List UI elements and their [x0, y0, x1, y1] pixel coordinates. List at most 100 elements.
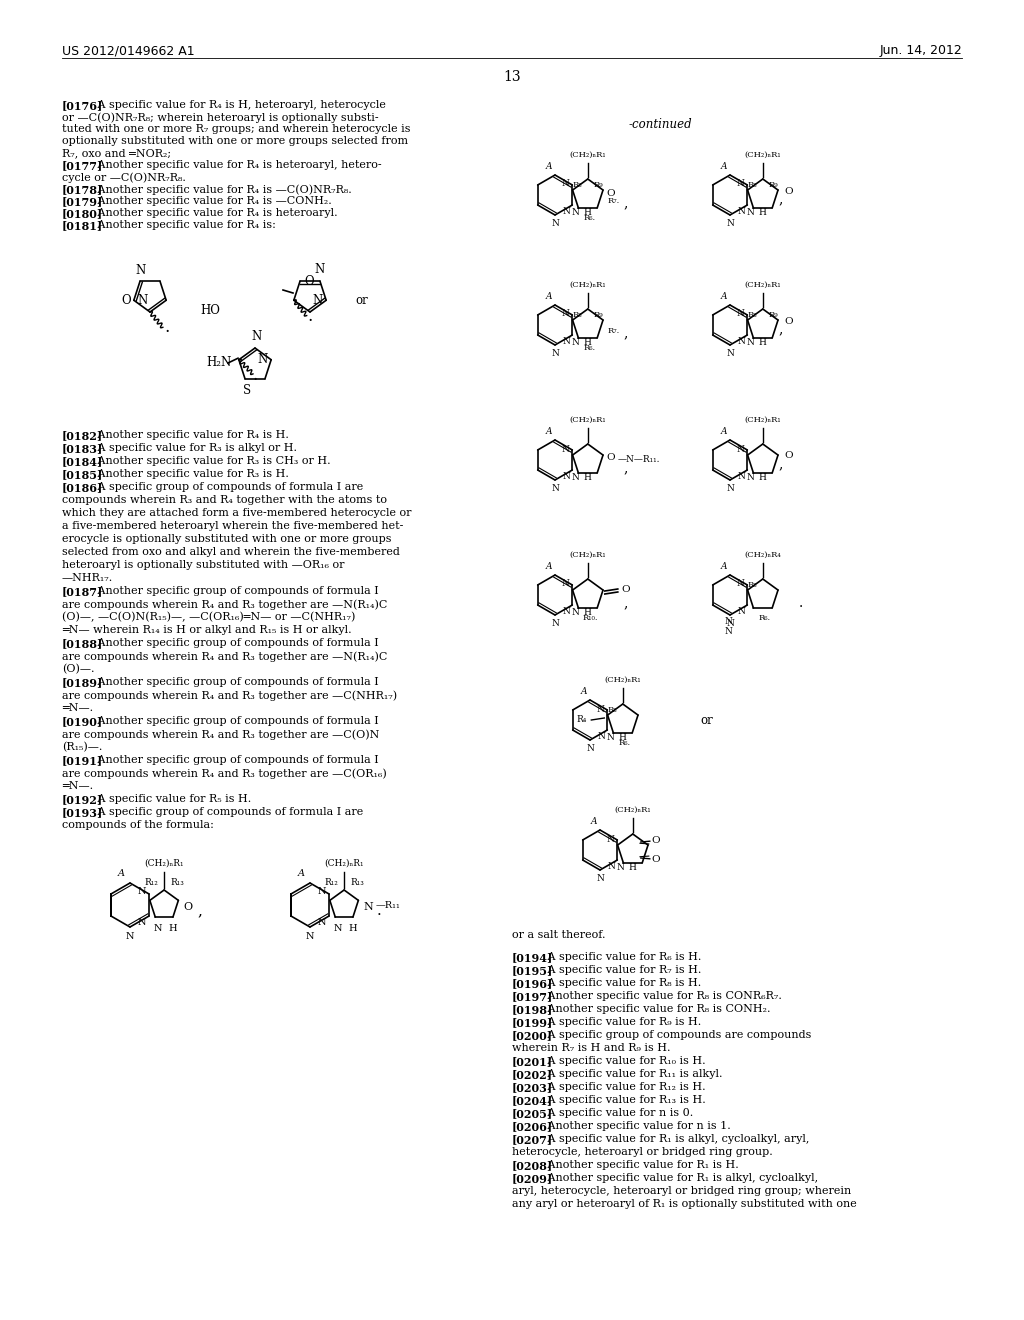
- Text: Another specific value for n is 1.: Another specific value for n is 1.: [537, 1121, 731, 1131]
- Text: ═N—.: ═N—.: [62, 704, 93, 713]
- Text: .: .: [377, 904, 382, 917]
- Text: N: N: [312, 294, 323, 306]
- Text: N: N: [746, 473, 755, 482]
- Text: H: H: [759, 209, 767, 216]
- Text: H: H: [584, 209, 592, 216]
- Text: N: N: [562, 607, 570, 616]
- Text: R₈: R₈: [607, 706, 616, 714]
- Text: O: O: [607, 454, 615, 462]
- Text: (O)—, —C(O)N(R₁₅)—, —C(OR₁₆)═N— or —C(NHR₁₇): (O)—, —C(O)N(R₁₅)—, —C(OR₁₆)═N— or —C(NH…: [62, 612, 355, 622]
- Text: N: N: [561, 579, 569, 589]
- Text: N: N: [736, 309, 744, 318]
- Text: wherein R₇ is H and R₉ is H.: wherein R₇ is H and R₉ is H.: [512, 1043, 671, 1053]
- Text: are compounds wherein R₄ and R₃ together are —C(NHR₁₇): are compounds wherein R₄ and R₃ together…: [62, 690, 397, 701]
- Text: R₆.: R₆.: [759, 614, 771, 622]
- Text: N: N: [551, 619, 559, 628]
- Text: [0196]: [0196]: [512, 978, 553, 989]
- Text: A specific value for R₆ is H.: A specific value for R₆ is H.: [537, 952, 701, 962]
- Text: ,: ,: [778, 457, 782, 471]
- Text: A specific value for R₈ is H.: A specific value for R₈ is H.: [537, 978, 701, 987]
- Text: (CH₂)ₙR₁: (CH₂)ₙR₁: [569, 281, 606, 289]
- Text: H: H: [759, 338, 767, 347]
- Text: (CH₂)ₙR₁: (CH₂)ₙR₁: [744, 281, 781, 289]
- Text: (CH₂)ₙR₁: (CH₂)ₙR₁: [614, 807, 651, 814]
- Text: N: N: [746, 338, 755, 347]
- Text: R₈: R₈: [748, 581, 757, 590]
- Text: Another specific value for R₈ is CONH₂.: Another specific value for R₈ is CONH₂.: [537, 1005, 770, 1014]
- Text: N: N: [586, 744, 594, 752]
- Text: N: N: [746, 209, 755, 216]
- Text: aryl, heterocycle, heteroaryl or bridged ring group; wherein: aryl, heterocycle, heteroaryl or bridged…: [512, 1185, 851, 1196]
- Text: heteroaryl is optionally substituted with —OR₁₆ or: heteroaryl is optionally substituted wit…: [62, 560, 344, 570]
- Text: [0180]: [0180]: [62, 209, 103, 219]
- Text: N: N: [572, 209, 580, 216]
- Text: [0208]: [0208]: [512, 1160, 553, 1171]
- Text: .: .: [799, 597, 803, 610]
- Text: H: H: [168, 924, 177, 933]
- Text: A specific value for R₅ is H.: A specific value for R₅ is H.: [87, 795, 251, 804]
- Text: Another specific group of compounds of formula I: Another specific group of compounds of f…: [87, 638, 379, 648]
- Text: [0205]: [0205]: [512, 1107, 553, 1119]
- Text: N: N: [726, 619, 734, 628]
- Text: [0200]: [0200]: [512, 1030, 553, 1041]
- Text: A specific value for R₇ is H.: A specific value for R₇ is H.: [537, 965, 701, 975]
- Text: A specific value for R₉ is H.: A specific value for R₉ is H.: [537, 1016, 701, 1027]
- Text: N: N: [596, 705, 604, 714]
- Text: A: A: [546, 562, 552, 572]
- Text: erocycle is optionally substituted with one or more groups: erocycle is optionally substituted with …: [62, 535, 391, 544]
- Text: A specific value for R₁₂ is H.: A specific value for R₁₂ is H.: [537, 1082, 706, 1092]
- Text: N: N: [596, 874, 604, 883]
- Text: ,: ,: [197, 904, 202, 917]
- Text: N: N: [737, 207, 745, 216]
- Text: H: H: [348, 924, 356, 933]
- Text: [0181]: [0181]: [62, 220, 103, 231]
- Text: [0207]: [0207]: [512, 1134, 553, 1144]
- Text: A specific group of compounds are compounds: A specific group of compounds are compou…: [537, 1030, 811, 1040]
- Text: [0186]: [0186]: [62, 482, 103, 492]
- Text: A: A: [546, 292, 552, 301]
- Text: —NHR₁₇.: —NHR₁₇.: [62, 573, 114, 583]
- Text: O: O: [183, 902, 193, 912]
- Text: [0176]: [0176]: [62, 100, 103, 111]
- Text: A: A: [591, 817, 597, 826]
- Text: N: N: [726, 348, 734, 358]
- Text: N: N: [607, 733, 614, 742]
- Text: tuted with one or more R₇ groups; and wherein heterocycle is: tuted with one or more R₇ groups; and wh…: [62, 124, 411, 135]
- Text: H: H: [618, 733, 627, 742]
- Text: .: .: [164, 319, 169, 337]
- Text: R₉: R₉: [769, 312, 778, 319]
- Text: —N—R₁₁.: —N—R₁₁.: [617, 455, 660, 465]
- Text: N: N: [551, 219, 559, 228]
- Text: (CH₂)ₙR₁: (CH₂)ₙR₁: [144, 859, 184, 869]
- Text: A specific value for R₃ is alkyl or H.: A specific value for R₃ is alkyl or H.: [87, 444, 297, 453]
- Text: N: N: [317, 887, 326, 896]
- Text: Another specific value for R₄ is H.: Another specific value for R₄ is H.: [87, 430, 289, 440]
- Text: N: N: [736, 180, 744, 189]
- Text: H: H: [584, 338, 592, 347]
- Text: N: N: [561, 445, 569, 454]
- Text: A specific value for R₁ is alkyl, cycloalkyl, aryl,: A specific value for R₁ is alkyl, cycloa…: [537, 1134, 809, 1144]
- Text: [0184]: [0184]: [62, 455, 103, 467]
- Text: Another specific value for R₁ is H.: Another specific value for R₁ is H.: [537, 1160, 738, 1170]
- Text: Another specific group of compounds of formula I: Another specific group of compounds of f…: [87, 755, 379, 766]
- Text: (CH₂)ₙR₁: (CH₂)ₙR₁: [744, 416, 781, 424]
- Text: N: N: [126, 932, 134, 941]
- Text: O: O: [304, 275, 313, 288]
- Text: R₈: R₈: [572, 181, 582, 189]
- Text: S: S: [243, 384, 251, 397]
- Text: cycle or —C(O)NR₇R₈.: cycle or —C(O)NR₇R₈.: [62, 172, 186, 182]
- Text: [0191]: [0191]: [62, 755, 103, 766]
- Text: R₉: R₉: [769, 181, 778, 189]
- Text: R₁₂: R₁₂: [325, 878, 338, 887]
- Text: are compounds wherein R₄ and R₃ together are —C(OR₁₆): are compounds wherein R₄ and R₃ together…: [62, 768, 387, 779]
- Text: ═N— wherein R₁₄ is H or alkyl and R₁₅ is H or alkyl.: ═N— wherein R₁₄ is H or alkyl and R₁₅ is…: [62, 624, 351, 635]
- Text: N: N: [726, 484, 734, 492]
- Text: N: N: [606, 834, 614, 843]
- Text: N: N: [572, 473, 580, 482]
- Text: Another specific value for R₄ is —CONH₂.: Another specific value for R₄ is —CONH₂.: [87, 195, 332, 206]
- Text: [0178]: [0178]: [62, 183, 103, 195]
- Text: [0204]: [0204]: [512, 1096, 553, 1106]
- Text: N: N: [607, 862, 615, 871]
- Text: A: A: [546, 426, 552, 436]
- Text: Another specific value for R₁ is alkyl, cycloalkyl,: Another specific value for R₁ is alkyl, …: [537, 1173, 818, 1183]
